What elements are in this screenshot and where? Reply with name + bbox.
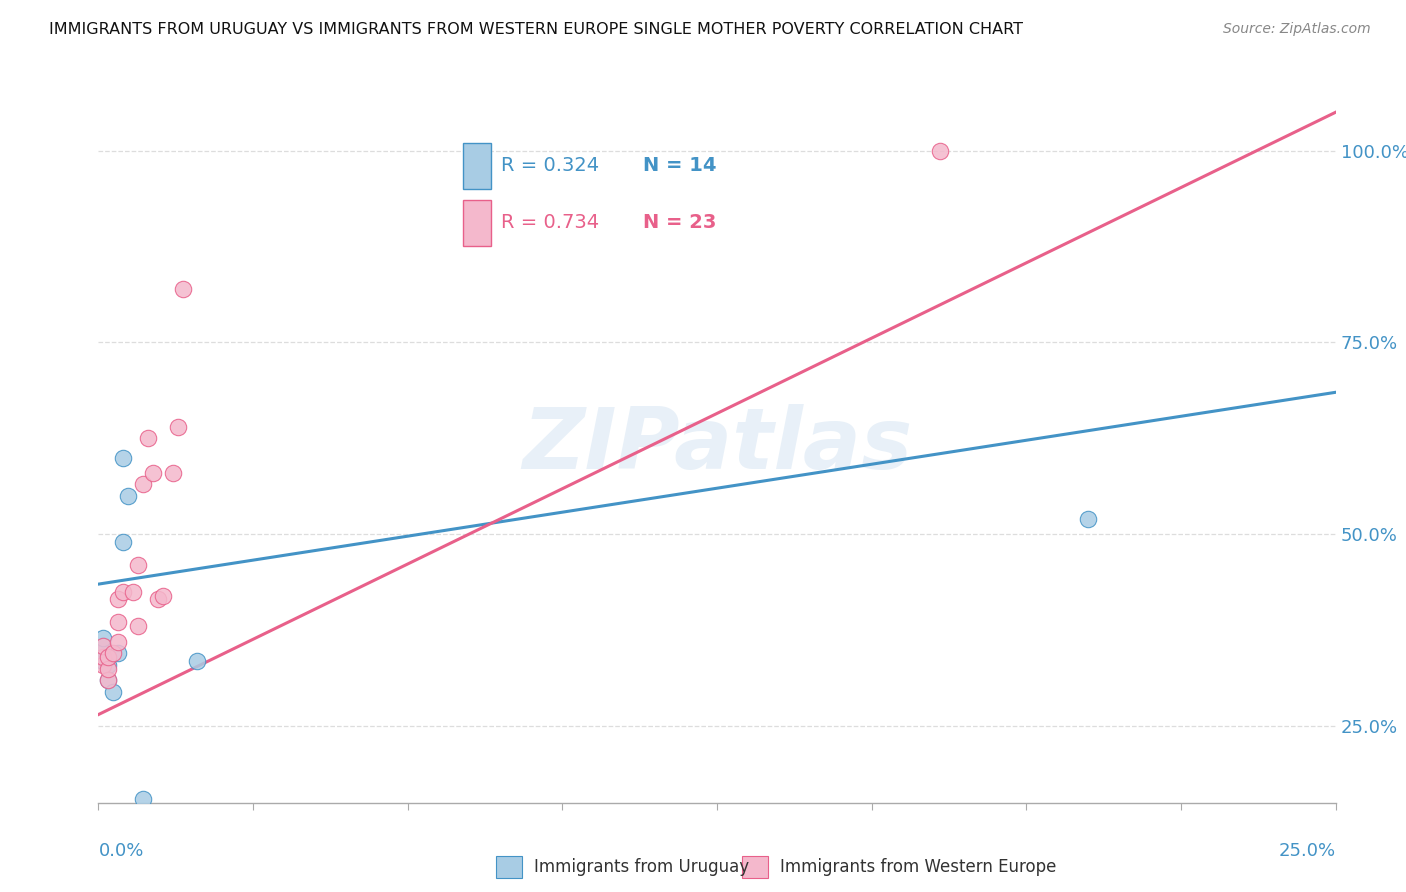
Point bbox=[172, 282, 194, 296]
Point bbox=[132, 792, 155, 806]
Text: R = 0.734: R = 0.734 bbox=[501, 213, 599, 233]
Text: Immigrants from Uruguay: Immigrants from Uruguay bbox=[534, 858, 749, 876]
Point bbox=[97, 661, 120, 675]
Point bbox=[152, 589, 174, 603]
Point bbox=[117, 489, 139, 503]
Point bbox=[107, 592, 129, 607]
Point bbox=[93, 639, 115, 653]
Point bbox=[103, 646, 125, 660]
Point bbox=[136, 431, 159, 445]
Point bbox=[97, 650, 120, 665]
Point bbox=[928, 144, 950, 158]
Point bbox=[162, 466, 184, 480]
Point bbox=[186, 654, 208, 668]
Point bbox=[93, 657, 115, 672]
Point bbox=[107, 615, 129, 630]
Point bbox=[132, 477, 155, 491]
Point bbox=[93, 639, 115, 653]
Point bbox=[93, 650, 115, 665]
Text: Immigrants from Western Europe: Immigrants from Western Europe bbox=[780, 858, 1057, 876]
Point bbox=[107, 646, 129, 660]
Point bbox=[112, 584, 135, 599]
Point bbox=[146, 592, 169, 607]
Point bbox=[107, 634, 129, 648]
Point bbox=[122, 584, 145, 599]
Text: 0.0%: 0.0% bbox=[98, 842, 143, 860]
Text: 25.0%: 25.0% bbox=[1278, 842, 1336, 860]
Point bbox=[127, 558, 149, 572]
Point bbox=[103, 684, 125, 698]
Point bbox=[97, 673, 120, 687]
Text: ZIPatlas: ZIPatlas bbox=[522, 404, 912, 488]
FancyBboxPatch shape bbox=[464, 143, 491, 189]
Point bbox=[166, 419, 188, 434]
Y-axis label: Single Mother Poverty: Single Mother Poverty bbox=[0, 361, 7, 531]
Point bbox=[112, 450, 135, 465]
Text: N = 14: N = 14 bbox=[643, 156, 716, 176]
Text: R = 0.324: R = 0.324 bbox=[501, 156, 599, 176]
Point bbox=[93, 646, 115, 660]
Point bbox=[97, 673, 120, 687]
Text: N = 23: N = 23 bbox=[643, 213, 716, 233]
Point bbox=[93, 654, 115, 668]
Point bbox=[127, 619, 149, 633]
Point bbox=[93, 631, 115, 645]
Point bbox=[97, 657, 120, 672]
Point bbox=[1077, 512, 1099, 526]
Text: Source: ZipAtlas.com: Source: ZipAtlas.com bbox=[1223, 22, 1371, 37]
Point bbox=[97, 650, 120, 665]
Point bbox=[142, 466, 165, 480]
FancyBboxPatch shape bbox=[464, 200, 491, 246]
Point bbox=[112, 535, 135, 549]
Text: IMMIGRANTS FROM URUGUAY VS IMMIGRANTS FROM WESTERN EUROPE SINGLE MOTHER POVERTY : IMMIGRANTS FROM URUGUAY VS IMMIGRANTS FR… bbox=[49, 22, 1024, 37]
